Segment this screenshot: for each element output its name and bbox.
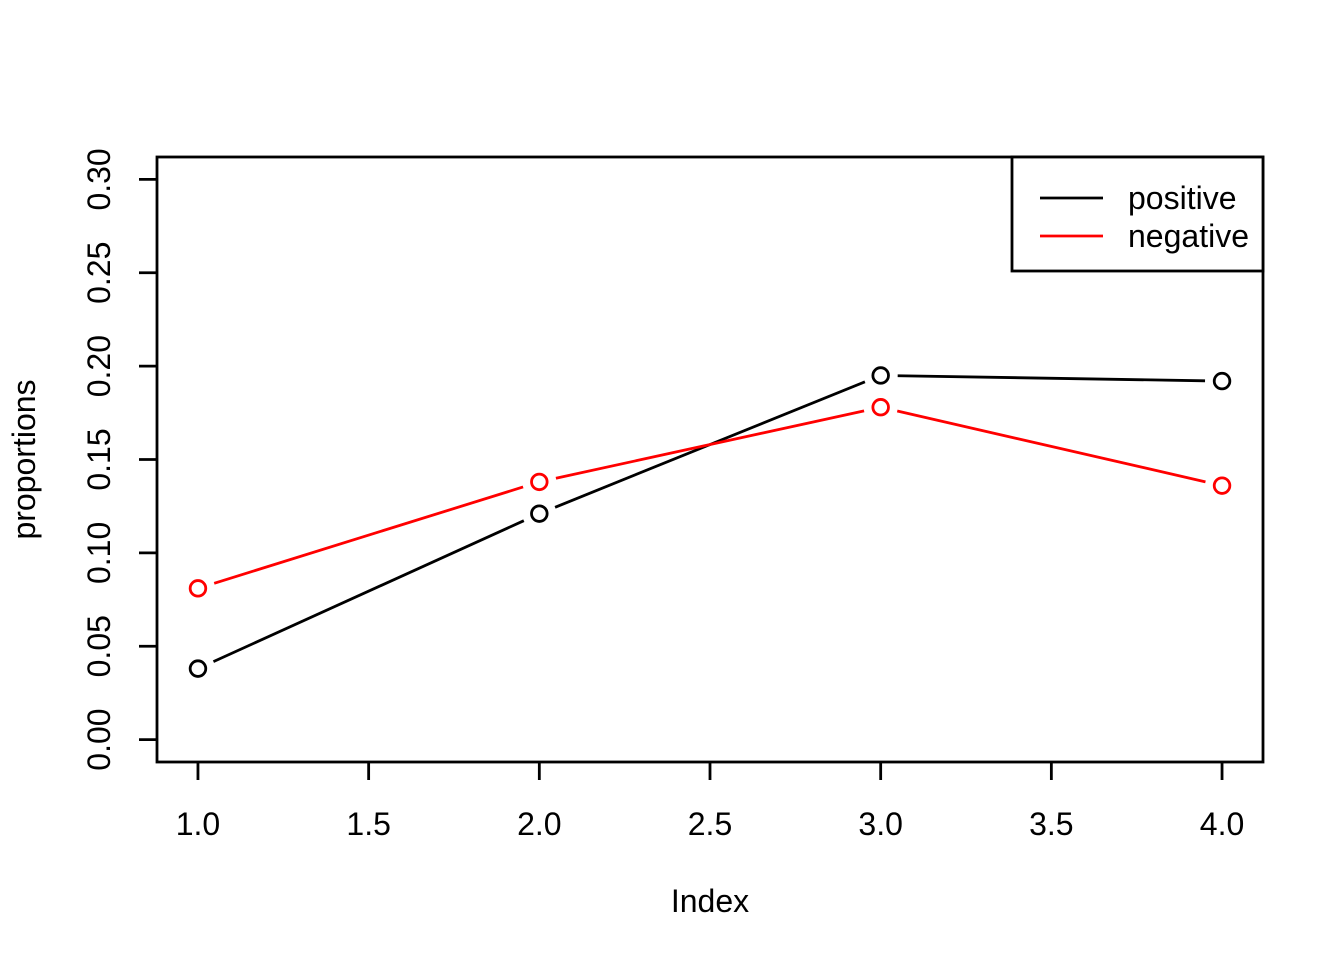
- series-line-positive: [212, 519, 525, 663]
- data-point-negative-1: [188, 579, 208, 598]
- x-tick-label: 1.5: [346, 806, 390, 842]
- y-tick-label: 0.20: [81, 335, 117, 397]
- x-tick-label: 3.0: [858, 806, 902, 842]
- series-line-positive: [897, 374, 1206, 383]
- data-point-positive-2: [530, 504, 549, 523]
- y-tick-label: 0.05: [81, 615, 117, 677]
- legend-label-positive: positive: [1128, 180, 1237, 216]
- y-tick-label: 0.10: [81, 522, 117, 584]
- data-point-negative-3: [871, 398, 890, 417]
- x-tick-label: 2.0: [517, 806, 561, 842]
- x-tick-label: 4.0: [1200, 806, 1244, 842]
- y-tick-label: 0.25: [81, 242, 117, 304]
- x-tick-label: 1.0: [176, 806, 220, 842]
- legend-box: [1010, 155, 1265, 273]
- series-line-negative: [896, 409, 1206, 484]
- y-tick-label: 0.15: [81, 428, 117, 490]
- data-point-negative-4: [1212, 476, 1232, 495]
- series-line-negative: [555, 409, 865, 480]
- data-point-negative-2: [530, 472, 549, 492]
- x-tick-label: 2.5: [688, 806, 732, 842]
- series-line-negative: [213, 485, 524, 585]
- data-point-positive-1: [188, 659, 208, 678]
- data-point-positive-4: [1212, 371, 1232, 391]
- x-tick-label: 3.5: [1029, 806, 1073, 842]
- y-tick-label: 0.00: [81, 708, 117, 770]
- data-point-positive-3: [871, 366, 890, 385]
- y-tick-label: 0.30: [81, 148, 117, 210]
- legend-label-negative: negative: [1128, 218, 1249, 254]
- y-axis-title: proportions: [6, 379, 42, 539]
- x-axis-title: Index: [671, 883, 749, 919]
